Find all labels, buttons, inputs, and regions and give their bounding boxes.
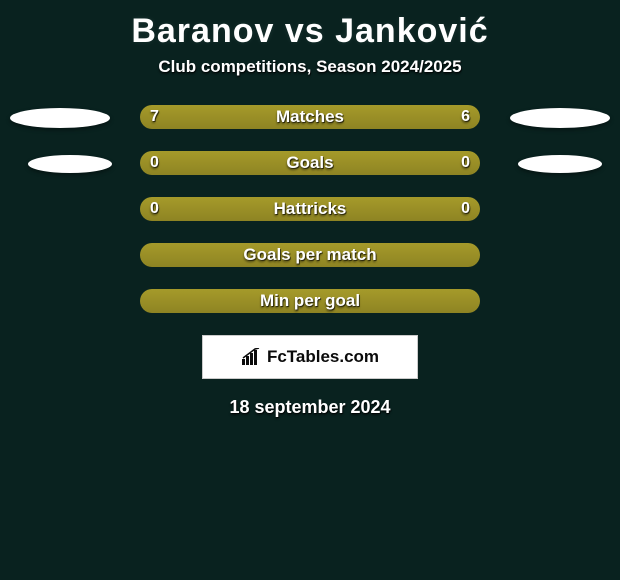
player-right-marker	[510, 108, 610, 128]
stat-label: Goals	[140, 151, 480, 175]
brand-text: FcTables.com	[267, 347, 379, 367]
footer-date: 18 september 2024	[0, 397, 620, 418]
stat-bar: Goals per match	[140, 243, 480, 267]
stat-label: Hattricks	[140, 197, 480, 221]
stat-label: Goals per match	[140, 243, 480, 267]
stat-label: Min per goal	[140, 289, 480, 313]
chart-icon	[241, 348, 263, 366]
stat-bar: 00Goals	[140, 151, 480, 175]
player-left-marker	[10, 108, 110, 128]
page-subtitle: Club competitions, Season 2024/2025	[0, 57, 620, 77]
stat-bar: Min per goal	[140, 289, 480, 313]
page-title: Baranov vs Janković	[0, 12, 620, 51]
stat-row: Min per goal	[0, 289, 620, 313]
stat-bar: 00Hattricks	[140, 197, 480, 221]
player-left-marker	[28, 155, 112, 173]
stat-bar: 76Matches	[140, 105, 480, 129]
stat-rows: 76Matches 00Goals 00Hattricks Goals per mat…	[0, 105, 620, 313]
stat-row: 00Hattricks	[0, 197, 620, 221]
brand-badge: FcTables.com	[202, 335, 418, 379]
player-right-marker	[518, 155, 602, 173]
comparison-infographic: Baranov vs Janković Club competitions, S…	[0, 0, 620, 580]
stat-row: Goals per match	[0, 243, 620, 267]
stat-label: Matches	[140, 105, 480, 129]
stat-row: 00Goals	[0, 151, 620, 175]
brand-content: FcTables.com	[241, 347, 379, 367]
stat-row: 76Matches	[0, 105, 620, 129]
